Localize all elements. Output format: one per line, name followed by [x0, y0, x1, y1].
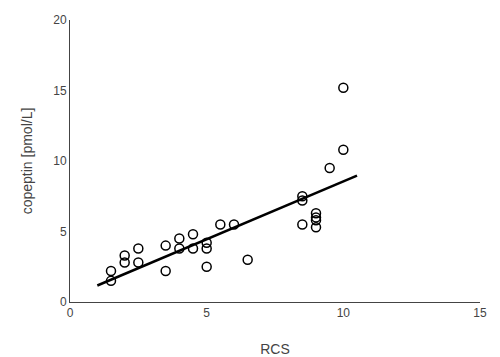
- svg-text:5: 5: [203, 306, 210, 320]
- svg-text:10: 10: [53, 154, 67, 168]
- svg-text:15: 15: [473, 306, 487, 320]
- svg-text:copeptin [pmol/L]: copeptin [pmol/L]: [19, 108, 35, 215]
- svg-text:20: 20: [53, 13, 67, 27]
- svg-text:5: 5: [60, 225, 67, 239]
- svg-text:0: 0: [60, 295, 67, 309]
- svg-text:RCS: RCS: [260, 341, 290, 357]
- svg-text:0: 0: [67, 306, 74, 320]
- svg-text:10: 10: [337, 306, 351, 320]
- svg-text:15: 15: [53, 84, 67, 98]
